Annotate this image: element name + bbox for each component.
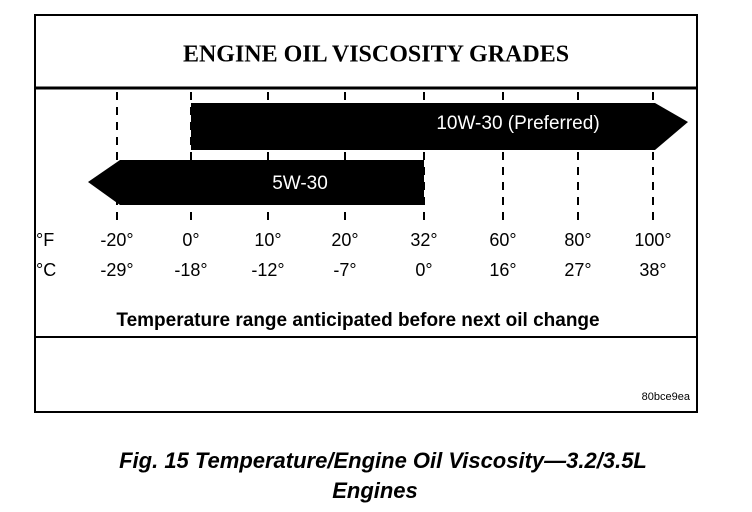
celsius-label: 38°: [639, 260, 666, 280]
axis-label: Temperature range anticipated before nex…: [116, 310, 599, 331]
fahrenheit-label: 80°: [564, 230, 591, 250]
unit-label: °F: [36, 230, 54, 250]
frame: [34, 14, 698, 413]
grade-label: 10W-30 (Preferred): [436, 113, 599, 134]
unit-label: °C: [36, 260, 56, 280]
grade-arrow: [88, 160, 424, 205]
title: ENGINE OIL VISCOSITY GRADES: [183, 42, 569, 68]
caption: Fig. 15 Temperature/Engine Oil Viscosity…: [119, 448, 647, 473]
fahrenheit-label: 60°: [489, 230, 516, 250]
caption: Engines: [332, 478, 418, 503]
fahrenheit-label: 100°: [634, 230, 671, 250]
fahrenheit-label: -20°: [100, 230, 133, 250]
fahrenheit-label: 0°: [182, 230, 199, 250]
celsius-label: 16°: [489, 260, 516, 280]
grade-label: 5W-30: [272, 173, 328, 194]
celsius-label: -7°: [333, 260, 356, 280]
celsius-label: -18°: [174, 260, 207, 280]
grade-arrow: [191, 103, 688, 150]
fahrenheit-label: 10°: [254, 230, 281, 250]
celsius-label: -12°: [251, 260, 284, 280]
celsius-label: 27°: [564, 260, 591, 280]
code: 80bce9ea: [642, 391, 691, 403]
fahrenheit-label: 20°: [331, 230, 358, 250]
fahrenheit-label: 32°: [410, 230, 437, 250]
celsius-label: -29°: [100, 260, 133, 280]
celsius-label: 0°: [415, 260, 432, 280]
